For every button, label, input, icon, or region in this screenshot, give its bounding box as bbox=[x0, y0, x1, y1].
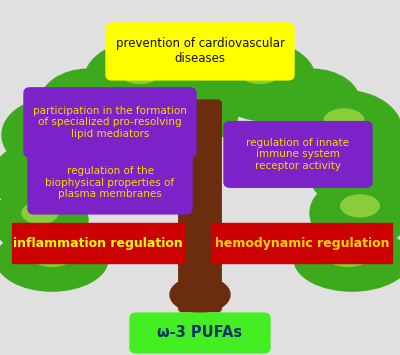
Ellipse shape bbox=[37, 113, 75, 136]
Ellipse shape bbox=[174, 45, 226, 75]
Text: prevention of cardiovascular
diseases: prevention of cardiovascular diseases bbox=[116, 38, 284, 65]
Ellipse shape bbox=[156, 67, 244, 131]
Ellipse shape bbox=[362, 156, 400, 234]
Ellipse shape bbox=[310, 178, 400, 248]
Text: inflammation regulation: inflammation regulation bbox=[13, 237, 183, 250]
FancyBboxPatch shape bbox=[28, 152, 192, 214]
Ellipse shape bbox=[22, 202, 58, 224]
Ellipse shape bbox=[2, 98, 110, 172]
Ellipse shape bbox=[239, 59, 281, 83]
Text: participation in the formation
of specialized pro-resolving
lipid mediators: participation in the formation of specia… bbox=[33, 106, 187, 139]
Ellipse shape bbox=[341, 195, 379, 217]
Ellipse shape bbox=[40, 69, 136, 137]
Ellipse shape bbox=[286, 91, 400, 172]
Text: hemodynamic regulation: hemodynamic regulation bbox=[215, 237, 389, 250]
Ellipse shape bbox=[138, 25, 262, 117]
Ellipse shape bbox=[0, 186, 88, 254]
Text: regulation of innate
immune system
receptor activity: regulation of innate immune system recep… bbox=[246, 138, 350, 171]
Ellipse shape bbox=[31, 245, 73, 266]
Ellipse shape bbox=[162, 85, 238, 142]
Ellipse shape bbox=[326, 245, 370, 266]
FancyBboxPatch shape bbox=[224, 121, 372, 187]
FancyBboxPatch shape bbox=[24, 88, 196, 157]
Ellipse shape bbox=[264, 69, 360, 137]
Ellipse shape bbox=[0, 227, 108, 291]
Ellipse shape bbox=[170, 277, 230, 312]
Text: ω-3 PUFAs: ω-3 PUFAs bbox=[158, 326, 242, 340]
FancyBboxPatch shape bbox=[130, 313, 270, 353]
Text: regulation of the
biophysical properties of
plasma membranes: regulation of the biophysical properties… bbox=[46, 166, 174, 200]
Ellipse shape bbox=[324, 109, 364, 132]
Ellipse shape bbox=[212, 43, 316, 121]
FancyBboxPatch shape bbox=[106, 23, 294, 80]
Ellipse shape bbox=[84, 43, 188, 121]
Ellipse shape bbox=[308, 131, 400, 209]
Ellipse shape bbox=[294, 227, 400, 291]
Ellipse shape bbox=[119, 59, 161, 83]
FancyBboxPatch shape bbox=[179, 100, 221, 312]
FancyBboxPatch shape bbox=[212, 223, 392, 263]
Ellipse shape bbox=[0, 142, 88, 213]
FancyBboxPatch shape bbox=[12, 223, 184, 263]
